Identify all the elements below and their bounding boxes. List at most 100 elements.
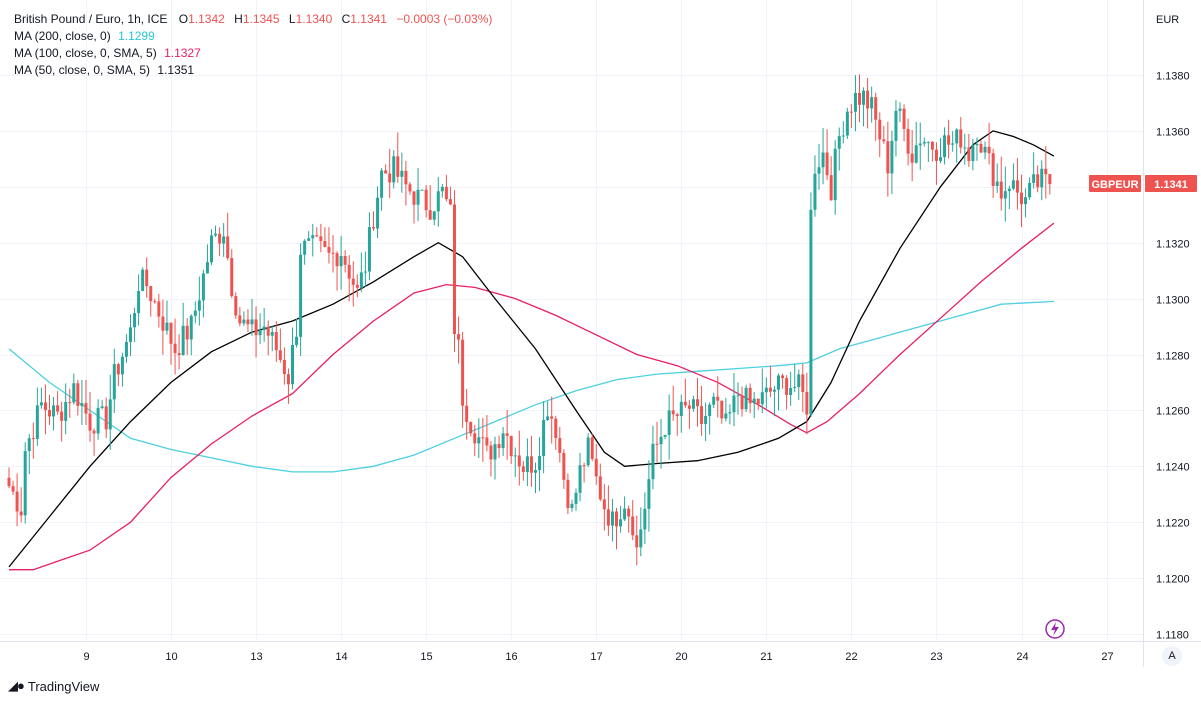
candle-body xyxy=(631,516,635,536)
candle-body xyxy=(578,465,582,493)
candle-body xyxy=(222,236,226,244)
candle-body xyxy=(817,167,821,174)
candle-body xyxy=(635,535,639,548)
candle-body xyxy=(319,236,323,242)
x-tick-label: 15 xyxy=(420,651,432,663)
candle-body xyxy=(862,90,866,105)
candle-body xyxy=(440,186,444,192)
tradingview-logo[interactable]: ◢● TradingView xyxy=(8,678,99,694)
candle-body xyxy=(262,326,266,331)
candle-body xyxy=(335,253,339,267)
candle-body xyxy=(339,256,343,267)
candle-body xyxy=(837,136,841,149)
candle-body xyxy=(286,374,290,385)
candle-body xyxy=(124,341,128,357)
legend-symbol-row: British Pound / Euro, 1h, ICE O1.1342 H1… xyxy=(14,11,492,28)
y-tick-label: 1.1180 xyxy=(1156,630,1189,642)
candle-body xyxy=(979,143,983,153)
candle-body xyxy=(432,211,436,220)
legend-low: 1.1340 xyxy=(295,12,333,26)
candle-body xyxy=(525,456,529,473)
y-tick-label: 1.1200 xyxy=(1156,574,1190,586)
candle-body xyxy=(481,437,485,439)
candle-body xyxy=(489,445,493,460)
candle-body xyxy=(914,145,918,163)
candle-body xyxy=(720,400,724,419)
candle-body xyxy=(416,189,420,205)
candle-body xyxy=(246,319,250,325)
candle-body xyxy=(485,437,489,446)
candle-body xyxy=(748,387,752,404)
candle-body xyxy=(708,404,712,417)
candle-body xyxy=(331,252,335,254)
x-tick-label: 24 xyxy=(1016,651,1028,663)
candle-body xyxy=(538,456,542,471)
legend-ma50-label: MA (50, close, 0, SMA, 5) xyxy=(14,63,151,77)
candle-body xyxy=(19,511,23,516)
candle-body xyxy=(250,319,254,325)
lightning-icon[interactable] xyxy=(1045,619,1065,639)
candle-body xyxy=(120,356,124,375)
candle-body xyxy=(995,181,999,186)
candle-body xyxy=(866,90,870,109)
candle-body xyxy=(52,405,56,417)
x-tick-label: 14 xyxy=(335,651,347,663)
x-tick-label: 21 xyxy=(760,651,772,663)
candle-body xyxy=(173,343,177,354)
candle-body xyxy=(234,296,238,316)
grid-layer xyxy=(0,0,1143,641)
legend-ma200-row[interactable]: MA (200, close, 0) 1.1299 xyxy=(14,28,492,45)
candle-body xyxy=(56,405,60,412)
candle-body xyxy=(112,364,116,400)
legend-close: 1.1341 xyxy=(350,12,387,26)
candle-body xyxy=(323,241,327,247)
candle-body xyxy=(15,491,19,512)
candle-body xyxy=(959,129,963,148)
candle-body xyxy=(274,331,278,351)
candle-body xyxy=(473,433,477,444)
legend-ma100-row[interactable]: MA (100, close, 0, SMA, 5) 1.1327 xyxy=(14,45,492,62)
candle-body xyxy=(60,411,64,421)
candle-body xyxy=(809,209,813,415)
candle-body xyxy=(829,175,833,201)
legend-symbol[interactable]: British Pound / Euro, 1h, ICE xyxy=(14,12,168,26)
candle-body xyxy=(157,301,161,317)
candle-body xyxy=(27,438,31,452)
legend-open: 1.1342 xyxy=(188,12,225,26)
candle-body xyxy=(647,479,651,509)
candle-body xyxy=(477,437,481,444)
candle-body xyxy=(602,499,606,510)
price-badge-ticker: GBPEUR xyxy=(1091,179,1138,191)
candle-body xyxy=(975,143,979,146)
candle-body xyxy=(615,511,618,527)
legend-ma50-row[interactable]: MA (50, close, 0, SMA, 5) 1.1351 xyxy=(14,62,492,79)
candle-body xyxy=(777,375,780,390)
candle-body xyxy=(894,110,898,141)
candle-body xyxy=(1028,182,1032,198)
candle-body xyxy=(967,147,971,161)
candle-body xyxy=(23,451,27,516)
candle-body xyxy=(137,291,141,314)
candle-body xyxy=(68,402,72,404)
candle-body xyxy=(493,444,497,460)
legend-ma200-value: 1.1299 xyxy=(118,29,155,43)
candle-body xyxy=(347,264,351,279)
candle-body xyxy=(728,412,732,414)
auto-scale-button[interactable]: A xyxy=(1162,646,1182,666)
candle-body xyxy=(724,413,728,419)
x-tick-label: 20 xyxy=(675,651,687,663)
candle-body xyxy=(918,143,922,146)
candle-body xyxy=(768,387,772,392)
moving-averages xyxy=(8,130,1055,571)
candle-body xyxy=(108,399,112,430)
candle-body xyxy=(845,111,849,136)
candle-body xyxy=(793,387,797,389)
candle-body xyxy=(72,383,76,403)
candle-body xyxy=(311,235,315,239)
candle-body xyxy=(307,238,311,241)
candle-body xyxy=(509,435,513,457)
candle-body xyxy=(226,236,230,259)
chart-legend: British Pound / Euro, 1h, ICE O1.1342 H1… xyxy=(14,11,492,79)
candle-body xyxy=(165,322,169,331)
